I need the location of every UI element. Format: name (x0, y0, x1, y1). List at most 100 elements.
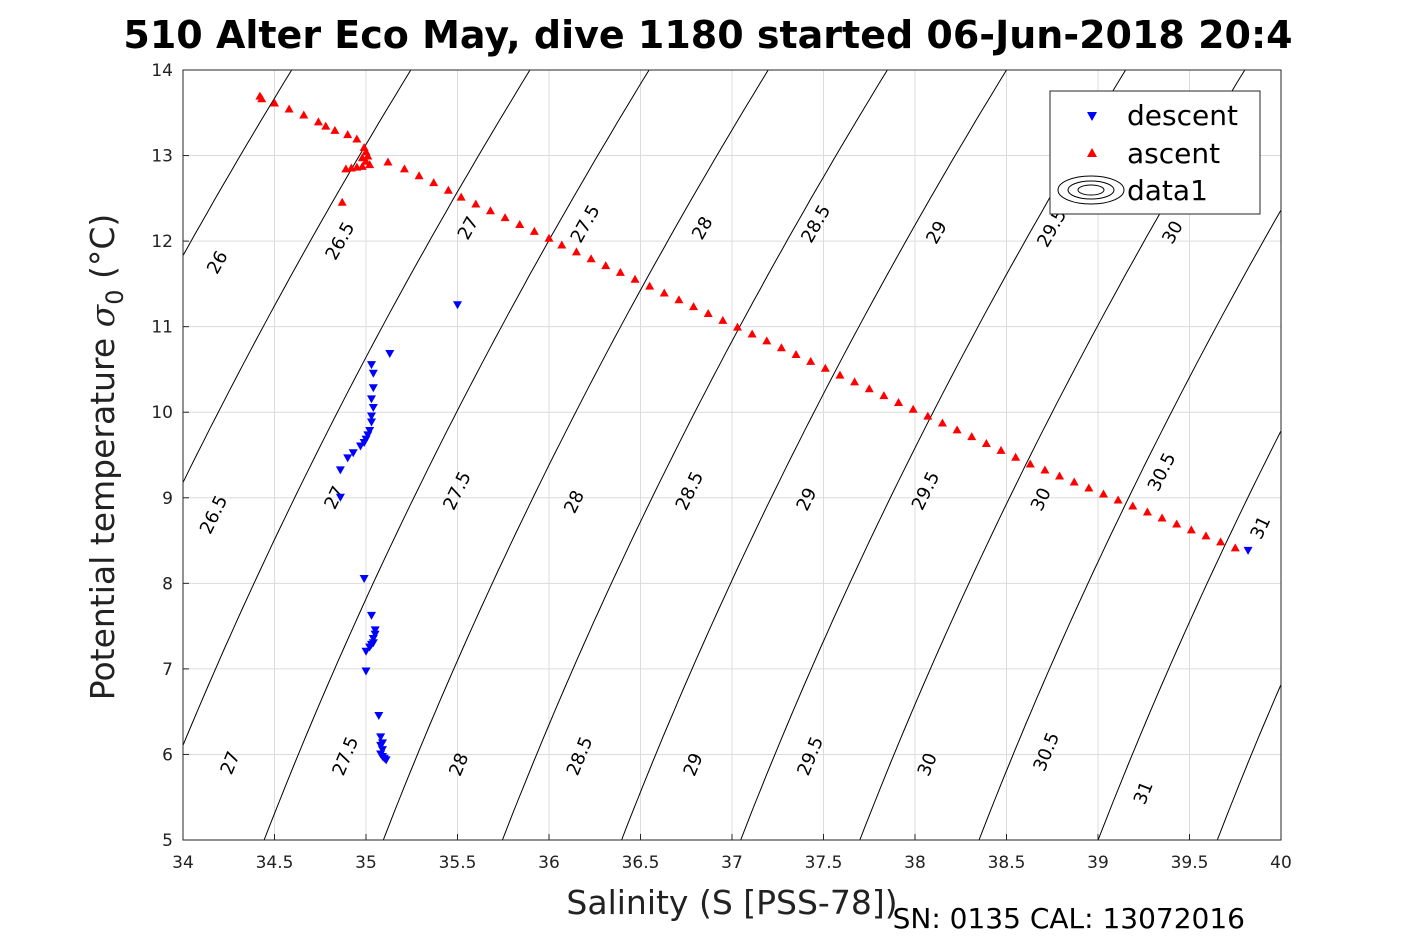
x-tick-label: 36 (538, 853, 560, 873)
y-tick-label: 10 (151, 403, 173, 423)
ascent-point (257, 94, 267, 103)
series-descent (335, 301, 1253, 765)
ascent-point (689, 302, 699, 311)
x-tick-label: 37 (721, 853, 743, 873)
density-contour-label: 27 (454, 213, 484, 243)
y-tick-label: 7 (162, 660, 173, 680)
descent-point (366, 361, 376, 370)
x-axis-ticks: 34 34.5 35 35.5 36 36.5 37 37.5 38 38.5 39 39.5 40 (172, 834, 1292, 873)
y-tick-label: 9 (162, 489, 173, 509)
ascent-point (352, 162, 362, 171)
descent-point (377, 746, 387, 755)
ascent-point (544, 233, 554, 242)
x-tick-label: 38.5 (988, 853, 1026, 873)
y-axis-label-symbol: σ (83, 303, 122, 327)
descent-point (366, 412, 376, 421)
y-axis-ticks: 5 6 7 8 9 10 11 12 13 14 (151, 61, 189, 851)
density-contour-label: 27.5 (439, 468, 475, 513)
y-tick-label: 14 (151, 61, 173, 81)
density-contour-line (183, 70, 531, 747)
x-tick-label: 38 (904, 853, 926, 873)
x-tick-label: 35 (355, 853, 377, 873)
ascent-point (500, 213, 510, 222)
ascent-point (967, 432, 977, 441)
descent-point (348, 449, 358, 458)
x-tick-label: 34.5 (256, 853, 294, 873)
ascent-point (414, 171, 424, 180)
data-series (255, 91, 1253, 765)
ascent-point (1069, 477, 1079, 486)
ascent-point (429, 178, 439, 187)
ascent-point (485, 206, 495, 215)
x-tick-label: 37.5 (805, 853, 843, 873)
ascent-point (1098, 489, 1108, 498)
ascent-point (615, 267, 625, 276)
descent-point (381, 756, 391, 765)
ascent-point (1142, 507, 1152, 516)
descent-point (453, 301, 462, 310)
density-contour-label: 30 (1027, 485, 1056, 515)
ascent-point (879, 391, 889, 400)
descent-point (343, 454, 353, 463)
ascent-point (1230, 543, 1240, 552)
ascent-point (908, 404, 918, 413)
ascent-point (835, 370, 845, 379)
descent-point (335, 493, 345, 502)
ascent-point (674, 295, 684, 304)
density-contour-label: 30.5 (1029, 729, 1064, 774)
legend-box (1049, 90, 1261, 215)
descent-point (365, 643, 375, 652)
ascent-point (703, 308, 713, 317)
density-contour-line (382, 70, 769, 840)
legend: descent ascent data1 (1049, 90, 1261, 215)
x-tick-label: 40 (1270, 853, 1292, 873)
x-axis-label: Salinity (S [PSS-78]) (566, 883, 897, 922)
series-ascent (255, 91, 1240, 552)
density-contour-line (183, 70, 412, 484)
ascent-point (850, 377, 860, 386)
ascent-point (1201, 531, 1211, 540)
density-contour-label: 30 (1158, 217, 1188, 247)
legend-descent-label: descent (1127, 99, 1238, 132)
density-contour-line (183, 70, 293, 257)
density-contour-label: 31 (1130, 778, 1158, 807)
density-contour-label: 28 (688, 213, 718, 243)
ascent-point (1011, 452, 1021, 461)
y-axis-label-unit: (°C) (83, 214, 122, 290)
density-contour-label: 29 (793, 485, 822, 515)
x-tick-label: 39 (1087, 853, 1109, 873)
ascent-point (1113, 495, 1123, 504)
ascent-point (996, 445, 1006, 454)
ascent-point (299, 110, 309, 119)
y-axis-label-main: Potential temperature (83, 327, 122, 700)
y-tick-label: 11 (151, 318, 173, 338)
descent-point (368, 384, 378, 393)
ascent-point (937, 418, 947, 427)
ascent-point (357, 161, 367, 170)
chart-title: 510 Alter Eco May, dive 1180 started 06-… (123, 13, 1292, 57)
density-contour-line (263, 70, 650, 840)
ascent-point (284, 104, 294, 113)
density-contour-label: 26.5 (196, 492, 232, 537)
ascent-point (571, 247, 581, 256)
density-contour-line (978, 208, 1281, 840)
ascent-point (1216, 537, 1226, 546)
descent-point (368, 634, 378, 643)
ascent-point (1084, 483, 1094, 492)
density-contour-label: 28.5 (563, 734, 598, 779)
ascent-point (894, 397, 904, 406)
ascent-point (399, 164, 409, 173)
x-tick-label: 34 (172, 853, 194, 873)
density-contour-label: 27 (320, 483, 349, 513)
density-contour-line (1336, 70, 1417, 840)
ascent-point (352, 134, 362, 143)
x-tick-label: 39.5 (1171, 853, 1209, 873)
ascent-point (270, 98, 279, 107)
ascent-point (330, 125, 340, 134)
legend-ascent-marker-icon (1087, 148, 1097, 157)
ascent-point (341, 164, 351, 173)
ascent-point (1040, 465, 1050, 474)
descent-point (376, 741, 386, 750)
descent-point (368, 403, 378, 412)
